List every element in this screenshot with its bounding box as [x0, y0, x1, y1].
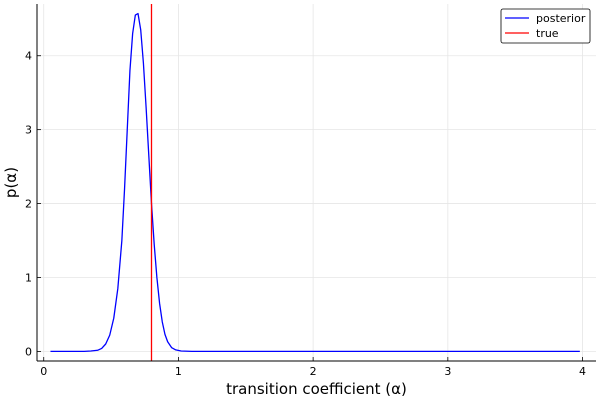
y-tick-label: 0	[25, 345, 32, 358]
x-tick-label: 1	[175, 365, 182, 378]
ticks: 0 1 2 3 4 0 1 2 3 4	[25, 50, 586, 378]
y-axis-label: p(α)	[2, 167, 20, 198]
x-axis-label: transition coefficient (α)	[226, 380, 407, 398]
x-tick-label: 4	[579, 365, 586, 378]
y-tick-label: 1	[25, 271, 32, 284]
series-line-posterior	[50, 12, 580, 353]
axes	[36, 4, 596, 362]
y-tick-label: 2	[25, 198, 32, 211]
legend: posterior true	[500, 8, 591, 44]
legend-label-true: true	[536, 27, 559, 40]
series-layer	[50, 4, 580, 361]
x-tick-label: 0	[40, 365, 47, 378]
y-tick-label: 4	[25, 50, 32, 63]
legend-label-posterior: posterior	[536, 12, 586, 25]
grid	[37, 4, 596, 361]
y-tick-label: 3	[25, 124, 32, 137]
x-tick-label: 2	[310, 365, 317, 378]
x-tick-label: 3	[444, 365, 451, 378]
